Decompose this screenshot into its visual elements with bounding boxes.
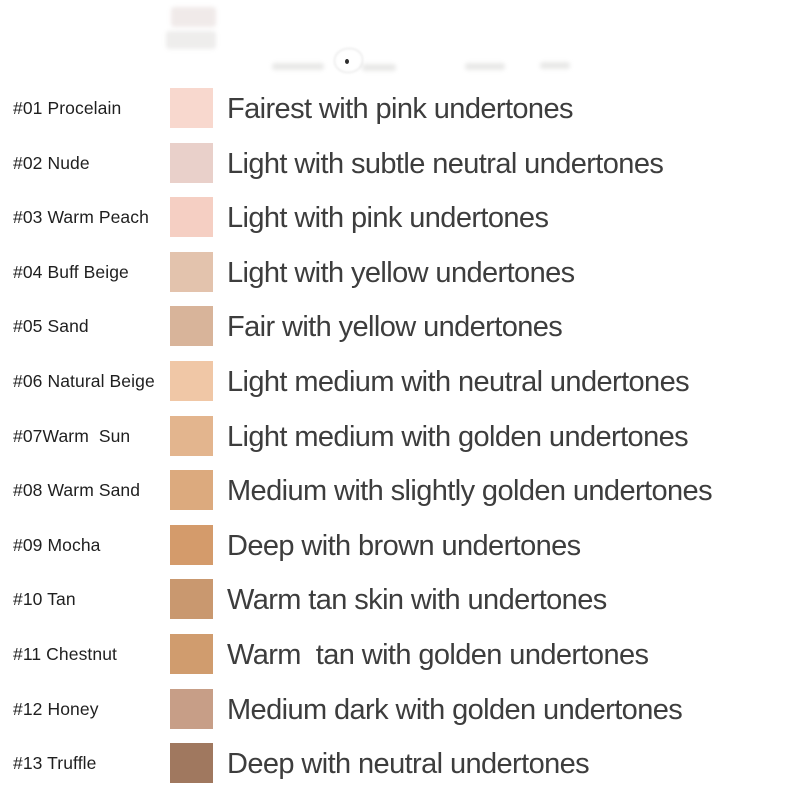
shade-label: #13 Truffle (13, 753, 97, 774)
shade-row: #12 Honey Medium dark with golden undert… (0, 688, 800, 744)
shade-swatch (170, 142, 213, 183)
shade-description: Fair with yellow undertones (227, 311, 563, 344)
shade-row: #13 Truffle Deep with neutral undertones (0, 743, 800, 798)
shade-swatch (170, 360, 213, 401)
shade-description: Light medium with golden undertones (227, 420, 689, 453)
shade-swatch (170, 743, 213, 784)
shade-description: Light with subtle neutral undertones (227, 147, 664, 180)
shade-swatch (170, 306, 213, 347)
shade-swatch (170, 579, 213, 620)
shade-label: #09 Mocha (13, 534, 101, 555)
shade-label: #02 Nude (13, 152, 90, 173)
faint-stamp-mark (171, 7, 216, 27)
shade-row: #04 Buff Beige Light with yellow underto… (0, 251, 800, 307)
shade-row: #01 Procelain Fairest with pink underton… (0, 88, 800, 143)
shade-swatch (170, 688, 213, 729)
shade-row: #06 Natural Beige Light medium with neut… (0, 360, 800, 416)
shade-label: #04 Buff Beige (13, 261, 129, 282)
shade-description: Warm tan skin with undertones (227, 584, 607, 617)
shade-description: Light medium with neutral undertones (227, 365, 690, 398)
shade-swatch (170, 415, 213, 456)
shade-swatch (170, 470, 213, 511)
shade-row: #10 Tan Warm tan skin with undertones (0, 579, 800, 634)
shade-label: #05 Sand (13, 316, 89, 337)
shade-row: #02 Nude Light with subtle neutral under… (0, 142, 800, 198)
faint-smudge (362, 64, 396, 71)
faint-stamp-mark (166, 31, 216, 49)
shade-label: #10 Tan (13, 589, 76, 610)
shade-row: #09 Mocha Deep with brown undertones (0, 524, 800, 580)
faint-smudge (465, 63, 505, 70)
faint-scribble-mark (334, 48, 363, 73)
shade-swatch (170, 633, 213, 674)
shade-swatch (170, 88, 213, 128)
shade-description: Deep with neutral undertones (227, 748, 590, 781)
shade-row: #08 Warm Sand Medium with slightly golde… (0, 470, 800, 525)
shade-label: #11 Chestnut (13, 643, 118, 664)
shade-description: Medium dark with golden undertones (227, 693, 683, 726)
shade-description: Light with yellow undertones (227, 256, 575, 289)
shade-rows: #01 Procelain Fairest with pink underton… (0, 88, 800, 798)
shade-swatch (170, 251, 213, 292)
shade-swatch (170, 524, 213, 565)
shade-label: #08 Warm Sand (13, 480, 141, 501)
faint-dot-mark (345, 59, 349, 64)
shade-row: #05 Sand Fair with yellow undertones (0, 306, 800, 361)
faint-smudge (540, 62, 570, 69)
shade-row: #11 Chestnut Warm tan with golden undert… (0, 633, 800, 689)
shade-row: #07Warm Sun Light medium with golden und… (0, 415, 800, 471)
shade-description: Deep with brown undertones (227, 529, 581, 562)
shade-label: #03 Warm Peach (13, 207, 149, 228)
shade-swatch (170, 197, 213, 238)
shade-description: Medium with slightly golden undertones (227, 475, 713, 508)
shade-label: #06 Natural Beige (13, 370, 155, 391)
shade-description: Light with pink undertones (227, 202, 549, 235)
shade-description: Fairest with pink undertones (227, 93, 573, 125)
shade-label: #12 Honey (13, 698, 99, 719)
shade-label: #07Warm Sun (13, 425, 131, 446)
shade-row: #03 Warm Peach Light with pink undertone… (0, 197, 800, 252)
shade-label: #01 Procelain (13, 98, 122, 118)
shade-description: Warm tan with golden undertones (227, 638, 649, 671)
faint-smudge (272, 63, 324, 70)
